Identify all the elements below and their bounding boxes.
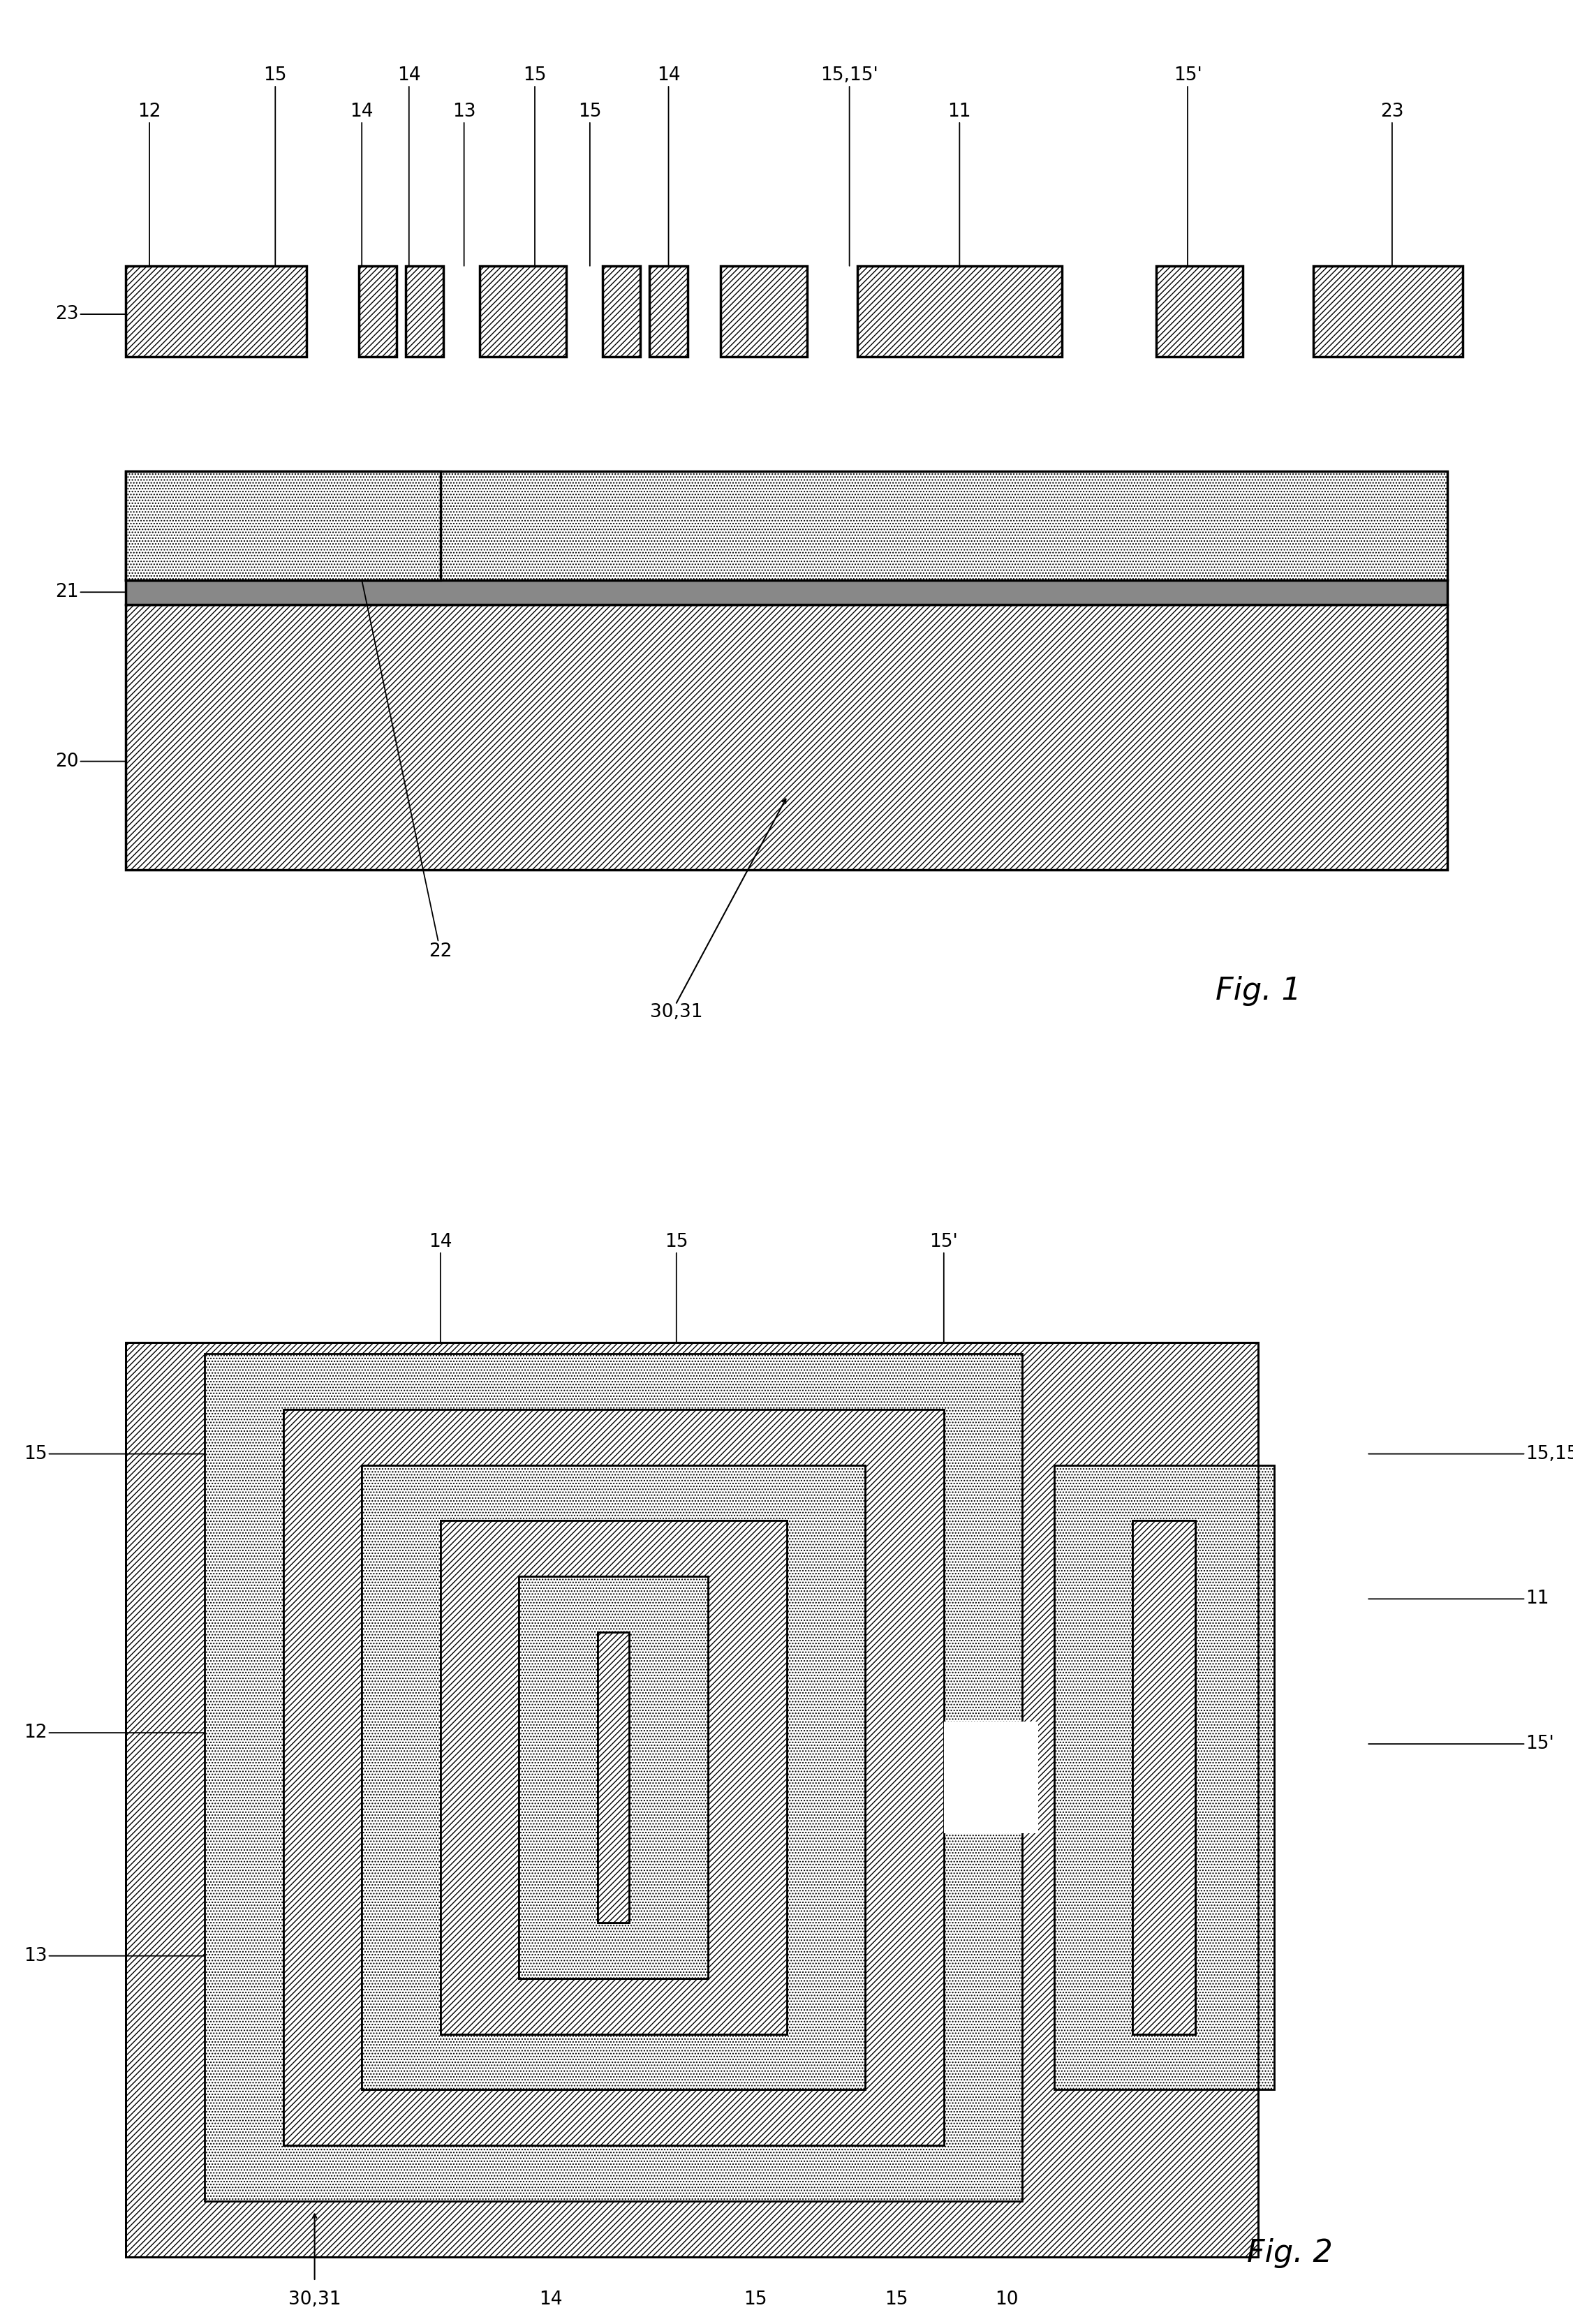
Bar (519, 1576, 708, 1978)
Text: 23: 23 (55, 304, 126, 323)
Bar (406, 265, 444, 356)
Text: 13: 13 (24, 1948, 204, 1966)
Text: 14: 14 (351, 102, 373, 265)
Text: 15': 15' (930, 1232, 958, 1343)
Bar (519, 1576, 708, 1978)
Text: 10: 10 (996, 2291, 1018, 2308)
Text: 15: 15 (579, 102, 601, 265)
Text: 15: 15 (665, 1232, 687, 1343)
Text: 12: 12 (138, 102, 160, 265)
Bar (126, 265, 307, 356)
Bar (1313, 265, 1463, 356)
Text: 15,15': 15,15' (821, 67, 878, 265)
Bar (1156, 265, 1243, 356)
Text: 14: 14 (658, 67, 680, 265)
Text: 13: 13 (453, 102, 475, 265)
Text: 30,31: 30,31 (288, 2291, 341, 2308)
Bar (126, 472, 440, 581)
Bar (944, 1722, 1038, 1834)
Bar (204, 1353, 1022, 2201)
Bar (440, 1520, 786, 2034)
Bar (359, 265, 396, 356)
Bar (1054, 1464, 1274, 2089)
Text: 15: 15 (264, 67, 286, 265)
Text: 12: 12 (24, 1724, 204, 1743)
Text: 15': 15' (1173, 67, 1202, 265)
Bar (126, 472, 440, 581)
Bar (1133, 1520, 1195, 2034)
Bar (283, 1408, 944, 2145)
Text: 14: 14 (398, 67, 420, 265)
Bar (650, 265, 687, 356)
Text: 15': 15' (1369, 1734, 1554, 1752)
Bar (362, 1464, 865, 2089)
Text: Fig. 1: Fig. 1 (1216, 976, 1301, 1006)
Text: 11: 11 (949, 102, 971, 265)
Bar (480, 265, 566, 356)
Text: 11: 11 (1369, 1590, 1549, 1608)
Bar (598, 1631, 629, 1922)
Bar (602, 265, 640, 356)
Bar (362, 1464, 865, 2089)
Text: Fig. 2: Fig. 2 (1247, 2238, 1332, 2268)
Bar (857, 265, 1062, 356)
Text: 14: 14 (540, 2291, 562, 2308)
Bar (1133, 1520, 1195, 2034)
Text: 20: 20 (55, 753, 126, 772)
Bar (126, 581, 1447, 604)
Text: 15: 15 (744, 2291, 766, 2308)
Bar (126, 1343, 1258, 2257)
Bar (126, 1343, 1258, 2257)
Text: 15: 15 (24, 1446, 204, 1464)
Bar (519, 1576, 708, 1978)
Bar (126, 604, 1447, 869)
Bar (126, 472, 1447, 581)
Text: 22: 22 (362, 581, 451, 960)
Text: 30,31: 30,31 (650, 1004, 703, 1020)
Text: 15,15': 15,15' (1369, 1446, 1573, 1464)
Text: 15: 15 (524, 67, 546, 265)
Bar (1133, 1520, 1195, 2034)
Bar (598, 1631, 629, 1922)
Bar (440, 1520, 786, 2034)
Bar (598, 1631, 629, 1922)
Bar (283, 1408, 944, 2145)
Text: 21: 21 (55, 583, 126, 602)
Bar (283, 1408, 944, 2145)
Text: 23: 23 (1381, 102, 1403, 265)
Text: 15: 15 (886, 2291, 908, 2308)
Text: 14: 14 (429, 1232, 451, 1343)
Bar (362, 1464, 865, 2089)
Bar (440, 1520, 786, 2034)
Bar (720, 265, 807, 356)
